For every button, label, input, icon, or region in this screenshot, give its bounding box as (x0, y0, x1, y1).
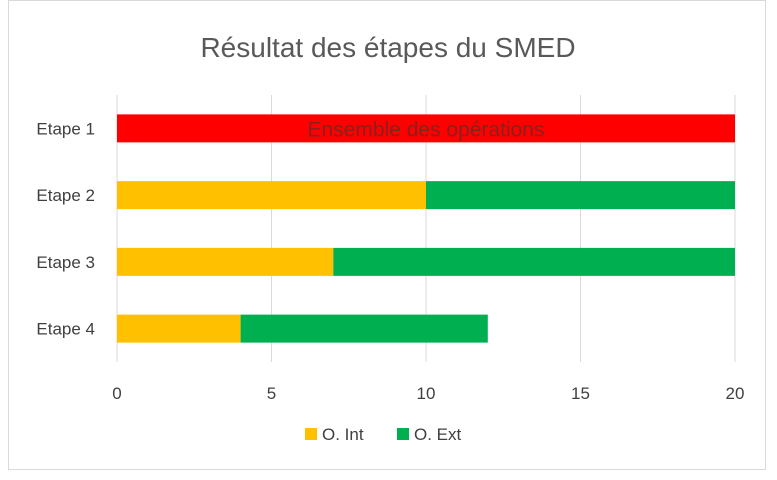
category-label-etape-1: Etape 1 (36, 119, 95, 138)
x-tick-label-10: 10 (417, 384, 436, 403)
x-tick-label-20: 20 (726, 384, 745, 403)
bar-etape-3-o-ext (333, 247, 735, 276)
legend-swatch-o-int (305, 428, 317, 440)
bar-etape-3-o-int (117, 247, 334, 276)
category-label-etape-2: Etape 2 (36, 186, 95, 205)
chart-title: Résultat des étapes du SMED (200, 32, 575, 63)
x-tick-label-5: 5 (267, 384, 276, 403)
category-label-etape-4: Etape 4 (36, 320, 95, 339)
bar-etape-1-total (117, 114, 735, 143)
bar-etape-2-o-int (117, 181, 426, 210)
bar-etape-4-o-ext (240, 314, 488, 343)
bar-etape-2-o-ext (426, 181, 735, 210)
chart-frame (8, 0, 766, 470)
x-tick-label-15: 15 (571, 384, 590, 403)
bar-etape-4-o-int (117, 314, 241, 343)
legend-label-o-int: O. Int (322, 425, 364, 444)
legend-label-o-ext: O. Ext (414, 425, 462, 444)
category-label-etape-3: Etape 3 (36, 253, 95, 272)
legend-swatch-o-ext (397, 428, 409, 440)
x-tick-label-0: 0 (112, 384, 121, 403)
bar-annotation: Ensemble des opérations (308, 118, 545, 141)
